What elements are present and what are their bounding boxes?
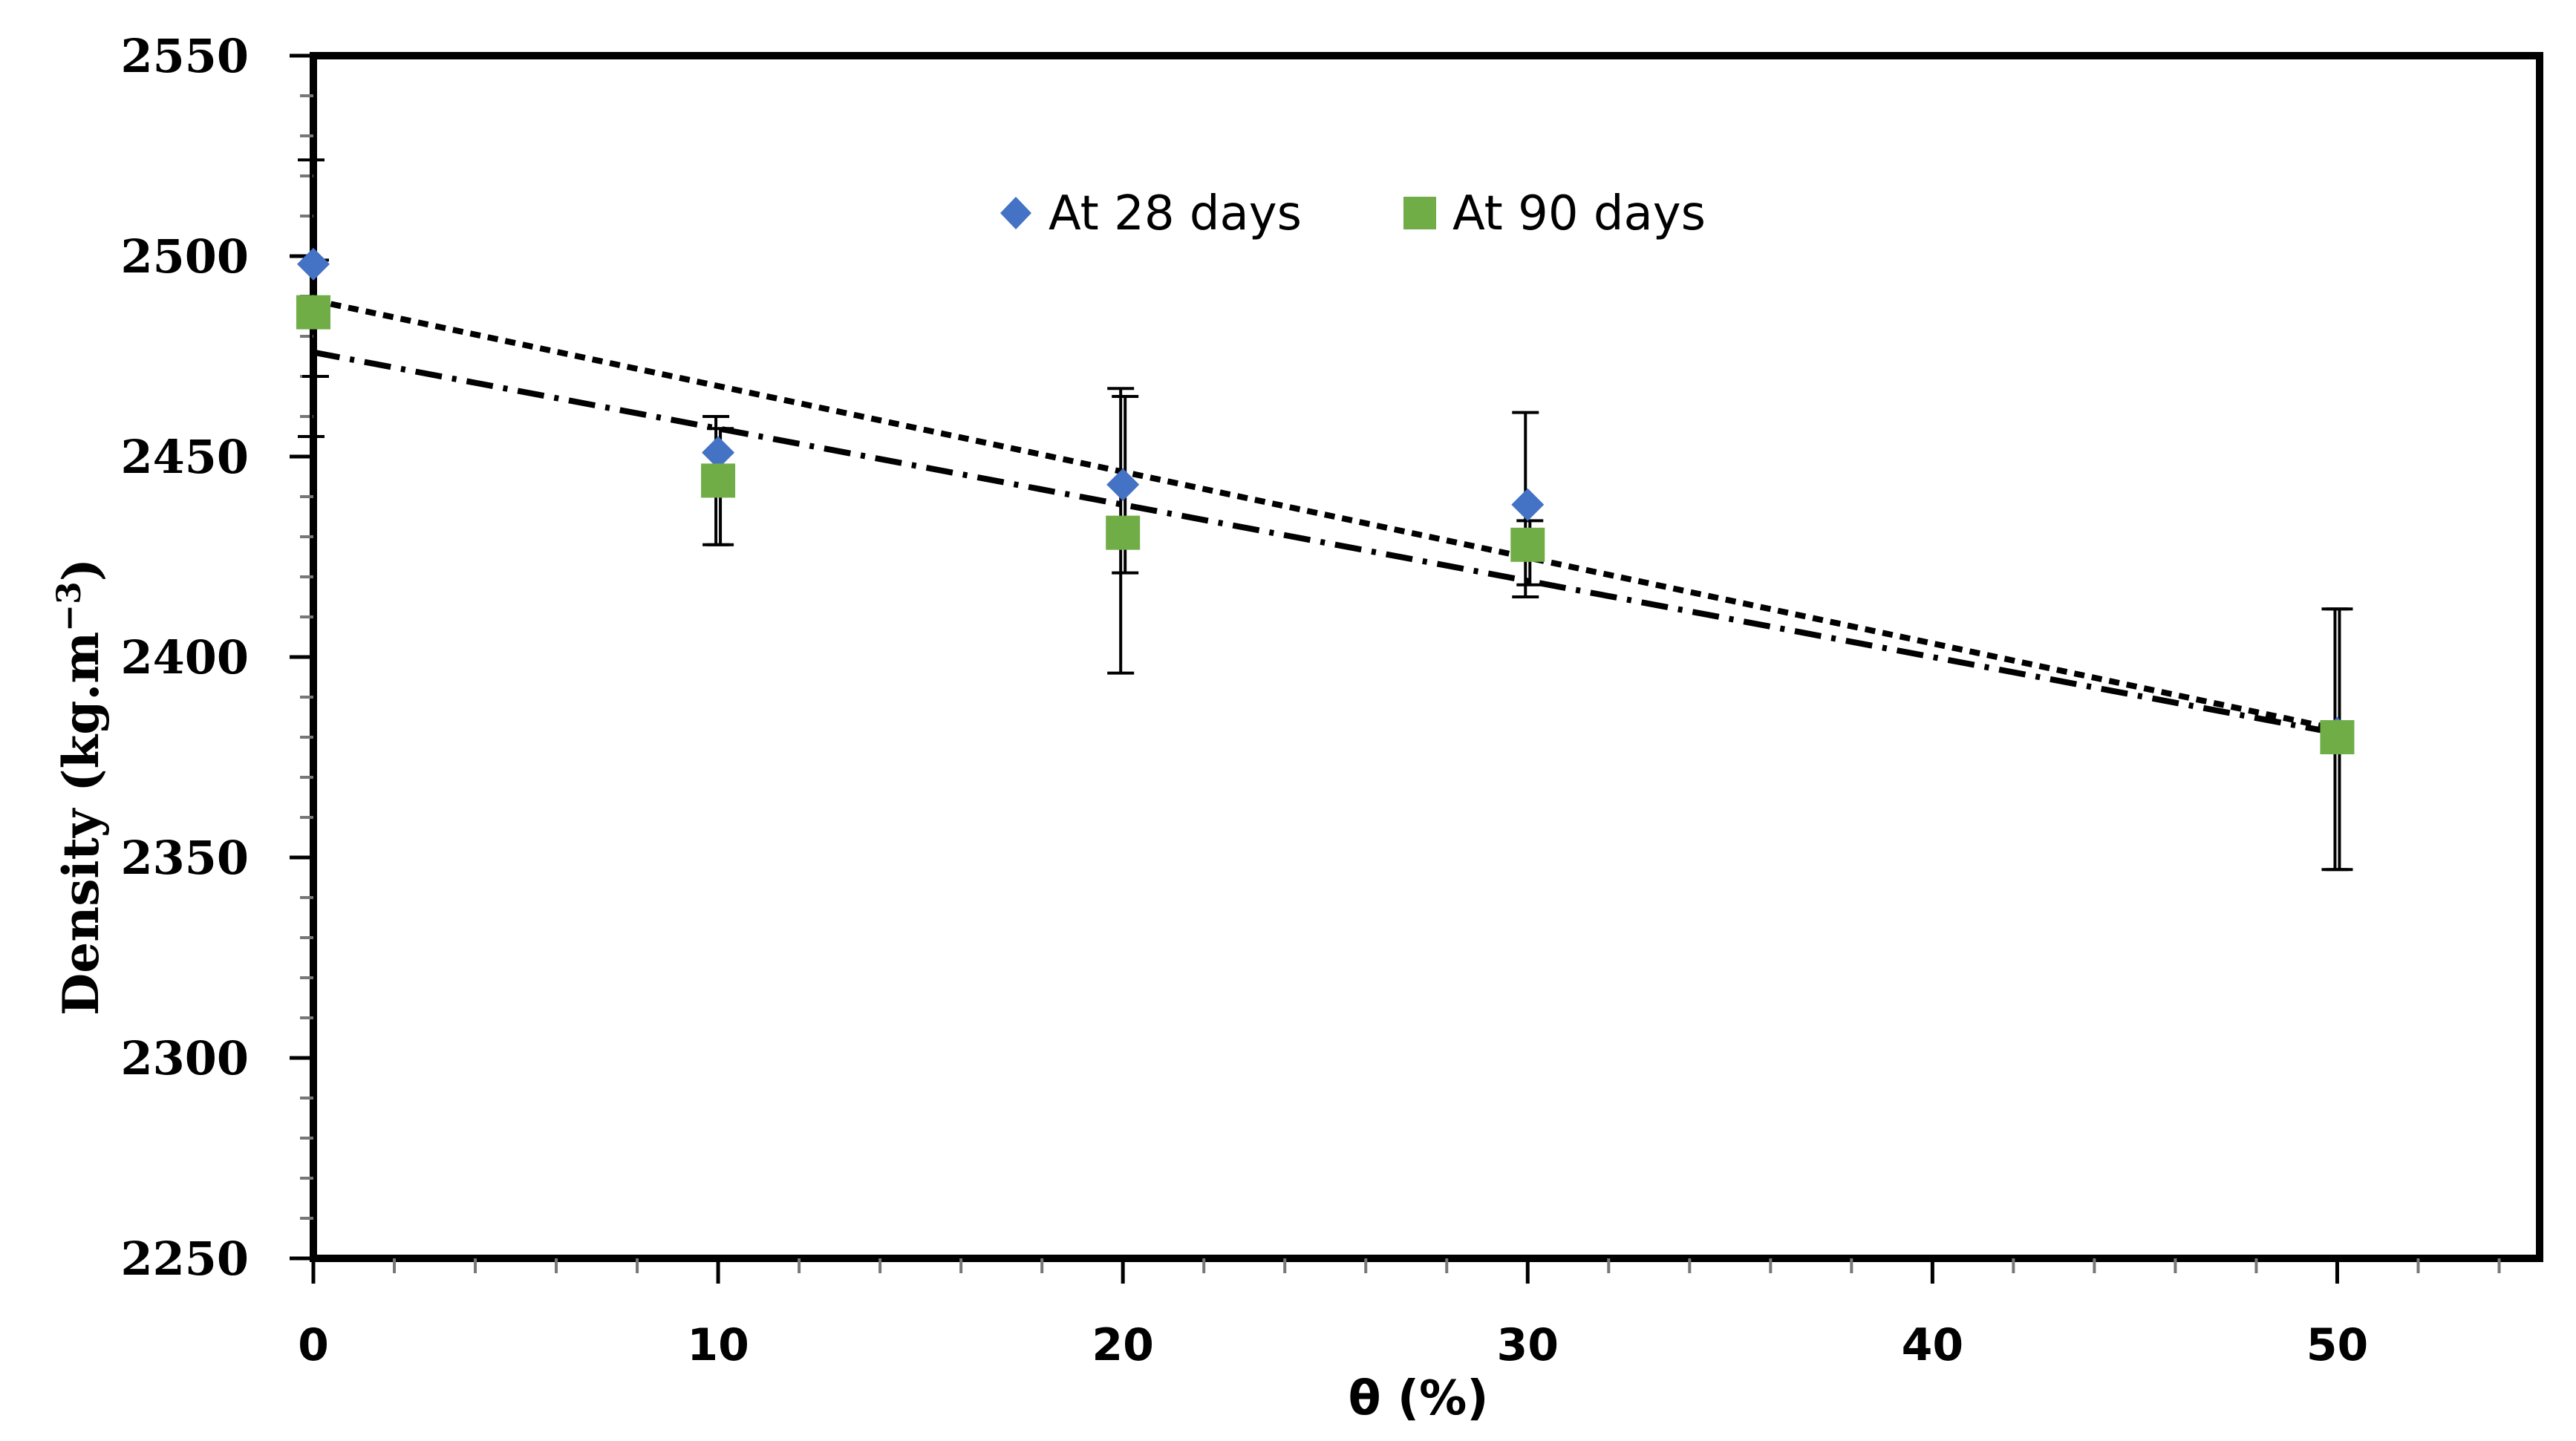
data-markers [296, 247, 2355, 754]
y-axis-label-superscript: −3 [50, 581, 88, 631]
y-tick-label: 2350 [120, 831, 249, 885]
x-tick-label: 40 [1902, 1319, 1964, 1371]
x-tick-label: 0 [298, 1319, 329, 1371]
y-axis-label: Density (kg.m−3) [50, 558, 110, 1016]
x-tick-label: 20 [1092, 1319, 1154, 1371]
y-tick-labels: 2250 2300 2350 2400 2450 2500 2550 [120, 29, 249, 1286]
data-point-90-days [1106, 515, 1141, 550]
trendline-series-0 [313, 297, 2338, 733]
minor-ticks [300, 94, 2501, 1273]
data-point-28-days [1511, 488, 1545, 521]
trendlines [313, 297, 2338, 736]
data-point-28-days [702, 436, 735, 469]
x-tick-label: 10 [687, 1319, 749, 1371]
y-tick-label: 2300 [120, 1031, 249, 1085]
legend-square-marker [1403, 197, 1436, 229]
data-point-90-days [1510, 527, 1545, 562]
y-tick-label: 2400 [120, 630, 249, 684]
plot-frame [310, 52, 2543, 1262]
y-tick-label: 2450 [120, 430, 249, 484]
y-tick-label: 2250 [120, 1232, 249, 1286]
legend-label-28-days: At 28 days [1049, 186, 1302, 241]
legend-label-90-days: At 90 days [1452, 186, 1706, 241]
y-axis-label-close: ) [52, 558, 110, 581]
y-tick-label: 2500 [120, 229, 249, 284]
x-axis-label: θ (%) [1349, 1371, 1489, 1426]
x-tick-labels: 0 10 20 30 40 50 [298, 1319, 2368, 1371]
x-tick-label: 30 [1497, 1319, 1559, 1371]
data-point-90-days [2320, 720, 2355, 754]
legend-diamond-marker [1000, 197, 1031, 229]
legend-item-28-days[interactable]: At 28 days [1000, 186, 1302, 241]
data-point-90-days [296, 295, 330, 330]
legend[interactable]: At 28 days At 90 days [1000, 186, 1706, 241]
data-point-28-days [1106, 468, 1140, 501]
data-point-90-days [701, 463, 736, 498]
data-point-28-days [297, 247, 330, 281]
legend-item-90-days[interactable]: At 90 days [1403, 186, 1706, 241]
y-axis-label-main: Density (kg.m [52, 632, 110, 1016]
trendline-series-1 [313, 349, 2338, 736]
y-tick-label: 2550 [120, 29, 249, 83]
major-ticks [290, 53, 2339, 1284]
x-tick-label: 50 [2306, 1319, 2369, 1371]
